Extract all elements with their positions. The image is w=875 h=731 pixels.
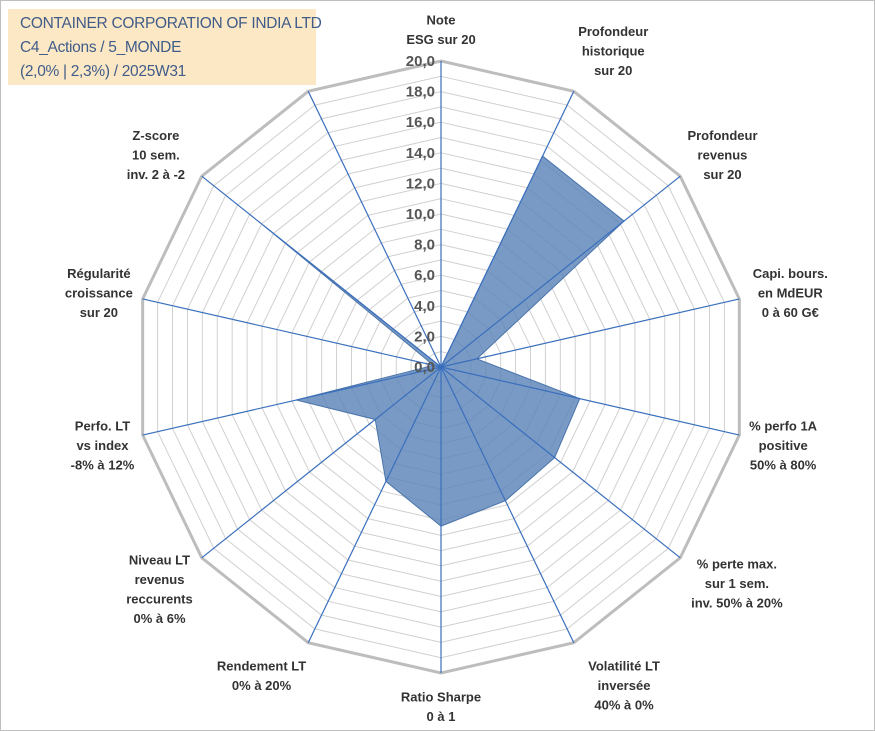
- radar-spoke: [142, 298, 442, 368]
- chart-subtitle-category: C4_Actions / 5_MONDE: [20, 39, 182, 56]
- radar-axis-label: vs index: [76, 438, 129, 453]
- radar-axis-label: sur 20: [594, 63, 632, 78]
- radar-spoke: [201, 175, 442, 368]
- radar-tick-label: 18,0: [406, 84, 435, 101]
- radar-axis-label: Ratio Sharpe: [401, 690, 481, 705]
- radar-spoke: [440, 366, 575, 643]
- radar-axis-label: Z-score: [132, 128, 179, 143]
- radar-tick-label: 20,0: [406, 53, 435, 70]
- radar-tick-label: 16,0: [406, 114, 435, 131]
- radar-axis-label: % perfo 1A: [749, 419, 818, 434]
- radar-axis-label: sur 1 sem.: [705, 576, 769, 591]
- radar-axis-label: Rendement LT: [217, 658, 306, 673]
- radar-tick-label: 4,0: [414, 298, 435, 315]
- radar-axis-label: inversée: [598, 678, 651, 693]
- radar-axis-label: Perfo. LT: [75, 419, 130, 434]
- radar-axis-label: croissance: [65, 285, 133, 300]
- radar-axis-label: Profondeur: [578, 24, 648, 39]
- radar-axis-label: en MdEUR: [758, 285, 824, 300]
- radar-spoke: [201, 366, 442, 559]
- radar-axis-label: 40% à 0%: [594, 697, 654, 712]
- radar-series-area: [263, 155, 625, 527]
- radar-axis-label: % perte max.: [697, 556, 777, 571]
- radar-axis-label: reccurents: [126, 592, 192, 607]
- radar-spoke: [307, 366, 442, 643]
- radar-axis-label: 0% à 6%: [133, 611, 185, 626]
- radar-tick-label: 12,0: [406, 175, 435, 192]
- chart-subtitle-period: (2,0% | 2,3%) / 2025W31: [20, 63, 186, 80]
- radar-tick-label: 0,0: [414, 359, 435, 376]
- radar-axis-label: Volatilité LT: [588, 658, 660, 673]
- radar-axis-label: revenus: [135, 572, 185, 587]
- radar-axis-label: Profondeur: [687, 128, 757, 143]
- radar-axis-label: Régularité: [67, 266, 131, 281]
- radar-axis-label: 50% à 80%: [750, 458, 817, 473]
- radar-axis-label: -8% à 12%: [71, 458, 135, 473]
- radar-axis-label: Niveau LT: [129, 553, 190, 568]
- chart-title-box: CONTAINER CORPORATION OF INDIA LTD C4_Ac…: [8, 9, 322, 85]
- radar-axis-label: inv. 2 à -2: [127, 167, 185, 182]
- radar-axis-label: Capi. bours.: [753, 266, 828, 281]
- radar-spoke: [440, 366, 681, 559]
- radar-axis-label: historique: [582, 44, 645, 59]
- radar-spoke: [440, 366, 740, 436]
- radar-axis-label: revenus: [698, 148, 748, 163]
- radar-axis-label: 0 à 1: [427, 709, 456, 724]
- radar-axis-label: positive: [759, 438, 808, 453]
- radar-axis-label: inv. 50% à 20%: [691, 595, 783, 610]
- radar-axis-label: 0% à 20%: [232, 678, 292, 693]
- radar-spoke: [440, 91, 575, 368]
- chart-title: CONTAINER CORPORATION OF INDIA LTD: [20, 15, 322, 32]
- radar-spoke: [440, 298, 740, 368]
- radar-tick-label: 10,0: [406, 206, 435, 223]
- radar-tick-label: 14,0: [406, 145, 435, 162]
- radar-tick-label: 6,0: [414, 267, 435, 284]
- radar-axis-label: Note: [427, 13, 456, 28]
- radar-axis-label: 0 à 60 G€: [762, 305, 819, 320]
- radar-axis-label: sur 20: [703, 167, 741, 182]
- radar-spoke: [440, 175, 681, 368]
- radar-spoke: [307, 91, 442, 368]
- radar-spoke: [142, 366, 442, 436]
- radar-tick-label: 8,0: [414, 237, 435, 254]
- radar-axis-label: 10 sem.: [132, 148, 180, 163]
- radar-tick-label: 2,0: [414, 328, 435, 345]
- radar-axis-label: sur 20: [80, 305, 118, 320]
- radar-axis-label: ESG sur 20: [406, 32, 475, 47]
